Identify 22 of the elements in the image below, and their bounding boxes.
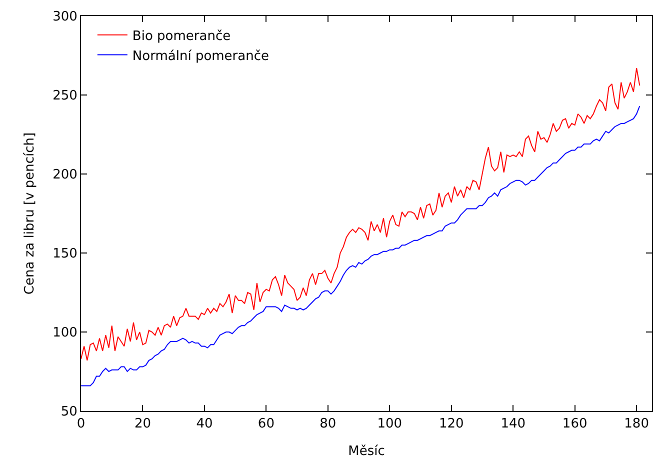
legend-label: Normální pomeranče xyxy=(132,48,270,64)
x-tick-label: 160 xyxy=(562,416,588,432)
x-tick-label: 100 xyxy=(377,416,402,432)
y-tick-label: 300 xyxy=(52,10,78,25)
y-tick-label: 250 xyxy=(52,88,78,104)
x-tick-label: 60 xyxy=(258,416,274,432)
x-tick-label: 40 xyxy=(196,416,213,432)
x-tick-label: 180 xyxy=(624,416,649,432)
y-axis-title: Cena za libru [v pencích] xyxy=(22,132,38,295)
y-tick-label: 50 xyxy=(60,404,78,420)
x-axis-title: Měsíc xyxy=(348,444,385,460)
legend-label: Bio pomeranče xyxy=(132,28,231,44)
line-series xyxy=(81,106,640,386)
x-tick-label: 140 xyxy=(500,416,526,432)
x-tick-label: 80 xyxy=(320,416,336,432)
x-tick-label: 0 xyxy=(76,416,86,432)
y-tick-label: 200 xyxy=(52,168,78,183)
x-tick-label: 120 xyxy=(438,416,464,432)
x-tick-label: 20 xyxy=(134,416,152,432)
y-tick-label: 150 xyxy=(52,246,78,262)
line-series xyxy=(81,68,640,361)
y-tick-label: 100 xyxy=(52,326,78,341)
